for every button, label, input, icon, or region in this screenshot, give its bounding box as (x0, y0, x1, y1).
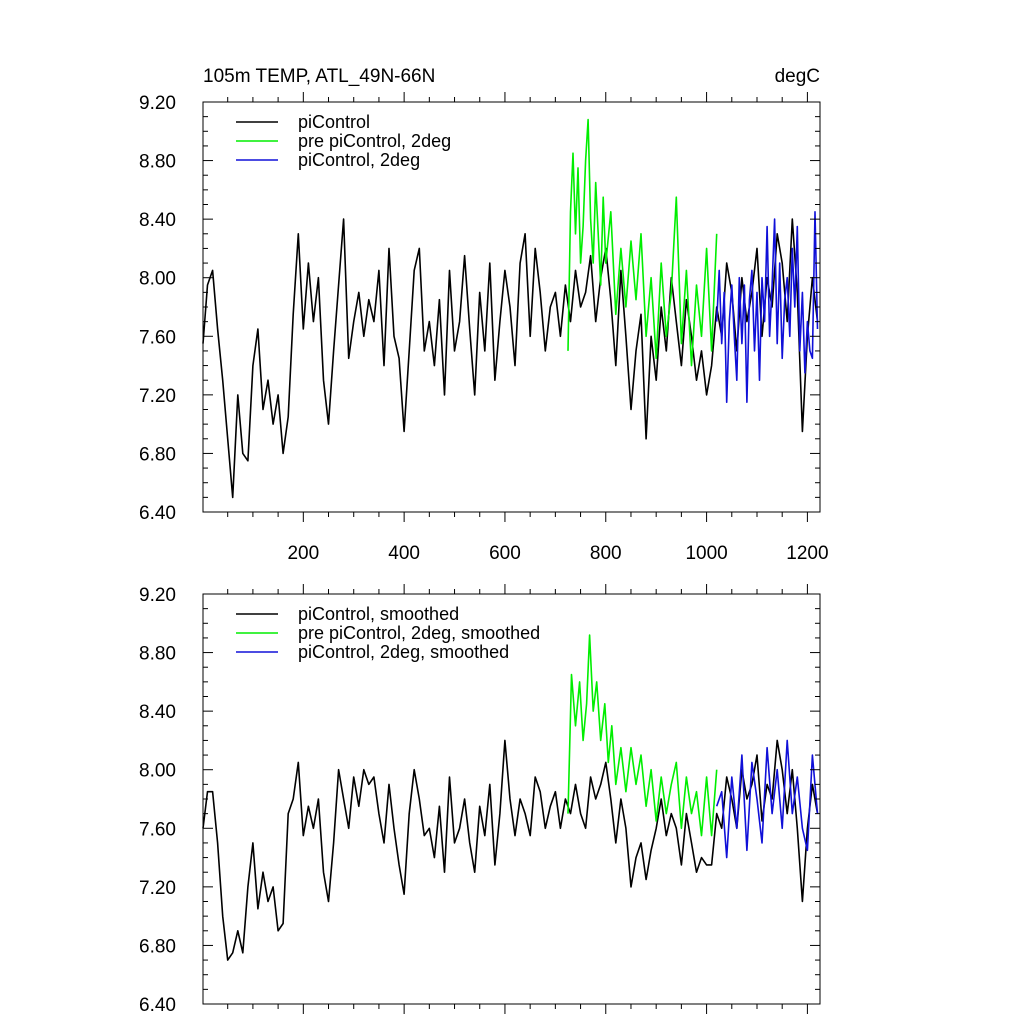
y-tick-label: 8.80 (139, 152, 176, 173)
series-line-smoothed-2 (715, 739, 819, 859)
legend-label: piControl, smoothed (298, 604, 459, 624)
series-line-smoothed-1 (567, 634, 718, 837)
plot-frame (202, 593, 821, 1005)
y-tick-label: 9.20 (139, 93, 176, 114)
smoothed-timeseries-panel: 6.40 6.80 7.20 7.60 8.00 8.40 8.80 9.20 piContro… (139, 584, 821, 1016)
y-tick-label: 6.40 (139, 503, 176, 524)
y-tick-label: 8.00 (139, 269, 176, 290)
y-tick-label: 7.60 (139, 327, 176, 348)
series-line-raw-2 (715, 211, 819, 404)
y-tick-label: 6.80 (139, 444, 176, 465)
legend-label: piControl, 2deg (298, 150, 420, 170)
units-label: degC (775, 66, 820, 87)
legend-label: piControl, 2deg, smoothed (298, 642, 509, 662)
x-tick-label: 600 (489, 543, 521, 564)
legend-label: piControl (298, 112, 370, 132)
series-line-smoothed-0 (202, 739, 819, 961)
series-line-raw-1 (567, 118, 718, 367)
y-tick-label: 6.40 (139, 995, 176, 1016)
y-tick-label: 6.80 (139, 936, 176, 957)
legend-label: pre piControl, 2deg (298, 131, 451, 151)
x-tick-label: 1200 (786, 543, 828, 564)
plot-frame (202, 101, 821, 513)
x-tick-label: 800 (590, 543, 622, 564)
y-tick-label: 8.40 (139, 210, 176, 231)
y-tick-label: 8.40 (139, 702, 176, 723)
series-line-raw-0 (202, 218, 819, 499)
x-tick-label: 1000 (685, 543, 727, 564)
chart-title: 105m TEMP, ATL_49N-66N (203, 66, 435, 87)
x-tick-label: 200 (287, 543, 319, 564)
y-tick-label: 9.20 (139, 585, 176, 606)
raw-timeseries-panel: 6.40 6.80 7.20 7.60 8.00 8.40 8.80 9.20 200 400 60… (139, 92, 829, 564)
y-tick-label: 8.00 (139, 761, 176, 782)
x-tick-label: 400 (388, 543, 420, 564)
legend-label: pre piControl, 2deg, smoothed (298, 623, 540, 643)
y-tick-label: 7.20 (139, 386, 176, 407)
y-tick-label: 7.20 (139, 878, 176, 899)
y-tick-label: 7.60 (139, 819, 176, 840)
y-tick-label: 8.80 (139, 644, 176, 665)
